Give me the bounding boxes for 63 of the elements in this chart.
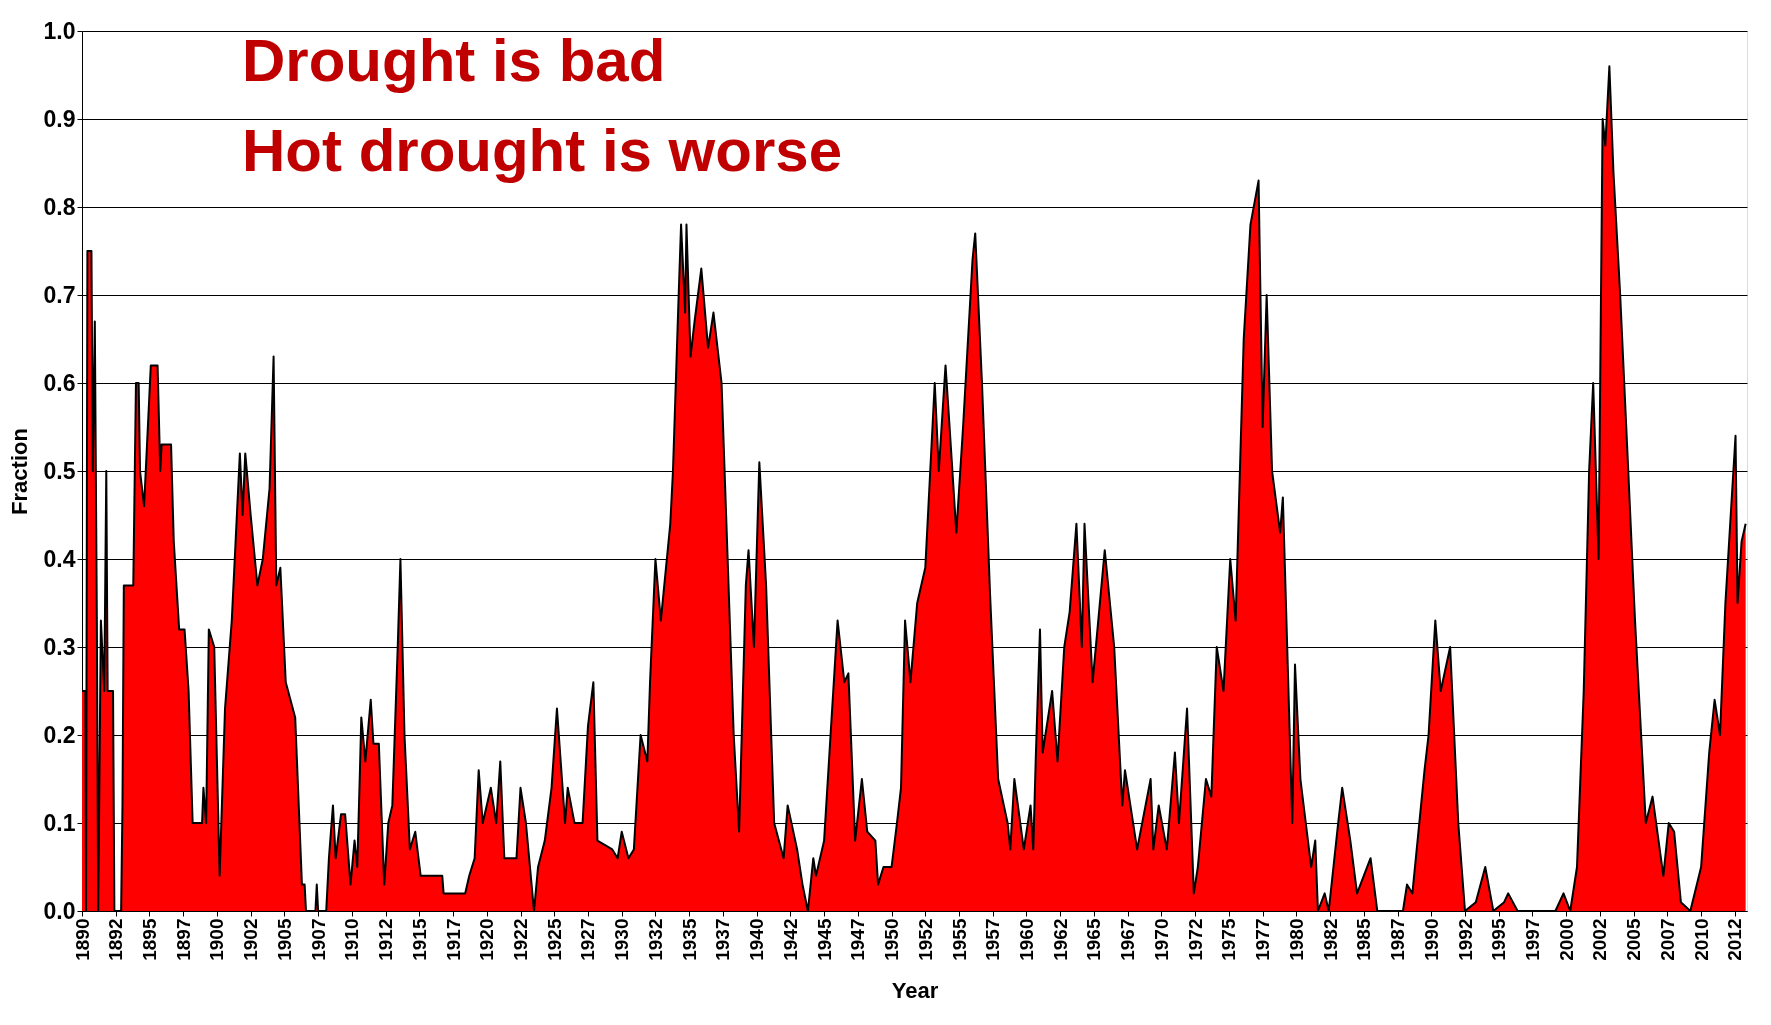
x-tick-label: 1960 bbox=[1015, 918, 1037, 961]
x-tick-label: 1947 bbox=[847, 918, 869, 961]
x-tick-label: 1962 bbox=[1049, 918, 1071, 961]
x-tick-label: 2002 bbox=[1589, 918, 1611, 961]
x-tick-label: 1940 bbox=[746, 918, 768, 961]
x-tick-label: 1972 bbox=[1184, 918, 1206, 961]
x-tick-label: 1957 bbox=[982, 918, 1004, 961]
x-tick-label: 1937 bbox=[712, 918, 734, 961]
x-tick-label: 1935 bbox=[678, 918, 700, 961]
x-tick-label: 2000 bbox=[1555, 918, 1577, 961]
y-tick-label: 0.2 bbox=[43, 721, 76, 748]
x-tick-label: 1895 bbox=[138, 918, 160, 961]
x-tick-label: 1950 bbox=[881, 918, 903, 961]
x-tick-label: 1925 bbox=[543, 918, 565, 961]
x-tick-label: 1975 bbox=[1218, 918, 1240, 961]
x-tick-label: 1965 bbox=[1083, 918, 1105, 961]
y-tick-label: 0.7 bbox=[43, 281, 76, 308]
y-axis-title: Fraction bbox=[6, 428, 32, 515]
y-tick-label: 0.8 bbox=[43, 193, 76, 220]
y-tick-label: 0.1 bbox=[43, 809, 76, 836]
x-tick-label: 1987 bbox=[1387, 918, 1409, 961]
y-tick-label: 0.5 bbox=[43, 457, 76, 484]
annotation: Drought is bad bbox=[242, 27, 666, 94]
x-tick-label: 1892 bbox=[105, 918, 127, 961]
x-tick-label: 2010 bbox=[1690, 918, 1712, 961]
x-tick-label: 1952 bbox=[914, 918, 936, 961]
x-tick-label: 1912 bbox=[375, 918, 397, 961]
x-axis-title: Year bbox=[891, 977, 939, 1003]
x-tick-label: 1907 bbox=[307, 918, 329, 961]
y-tick-label: 1.0 bbox=[43, 17, 76, 44]
x-tick-label: 1902 bbox=[240, 918, 262, 961]
x-tick-label: 1917 bbox=[442, 918, 464, 961]
x-tick-label: 1985 bbox=[1353, 918, 1375, 961]
x-tick-label: 1982 bbox=[1319, 918, 1341, 961]
x-tick-label: 1980 bbox=[1285, 918, 1307, 961]
x-tick-label: 1970 bbox=[1150, 918, 1172, 961]
x-tick-label: 1897 bbox=[172, 918, 194, 961]
x-tick-label: 1920 bbox=[476, 918, 498, 961]
x-tick-label: 2012 bbox=[1724, 918, 1746, 961]
x-tick-label: 1922 bbox=[510, 918, 532, 961]
x-tick-label: 1995 bbox=[1488, 918, 1510, 961]
x-tick-label: 1945 bbox=[813, 918, 835, 961]
x-tick-label: 2005 bbox=[1623, 918, 1645, 961]
x-tick-label: 1942 bbox=[779, 918, 801, 961]
y-tick-label: 0.4 bbox=[43, 545, 76, 572]
x-tick-label: 1992 bbox=[1454, 918, 1476, 961]
x-tick-label: 1905 bbox=[273, 918, 295, 961]
x-tick-label: 1955 bbox=[948, 918, 970, 961]
x-tick-label: 1900 bbox=[206, 918, 228, 961]
x-tick-label: 1927 bbox=[577, 918, 599, 961]
x-tick-label: 1997 bbox=[1521, 918, 1543, 961]
x-tick-label: 1932 bbox=[644, 918, 666, 961]
x-tick-label: 1930 bbox=[611, 918, 633, 961]
y-tick-label: 0.9 bbox=[43, 105, 76, 132]
y-tick-label: 0.3 bbox=[43, 633, 76, 660]
x-tick-label: 1990 bbox=[1420, 918, 1442, 961]
x-tick-label: 1910 bbox=[341, 918, 363, 961]
annotation: Hot drought is worse bbox=[242, 117, 842, 184]
y-tick-label: 0.6 bbox=[43, 369, 76, 396]
x-tick-label: 1967 bbox=[1117, 918, 1139, 961]
x-tick-label: 1977 bbox=[1252, 918, 1274, 961]
x-tick-label: 1915 bbox=[408, 918, 430, 961]
x-tick-label: 2007 bbox=[1656, 918, 1678, 961]
